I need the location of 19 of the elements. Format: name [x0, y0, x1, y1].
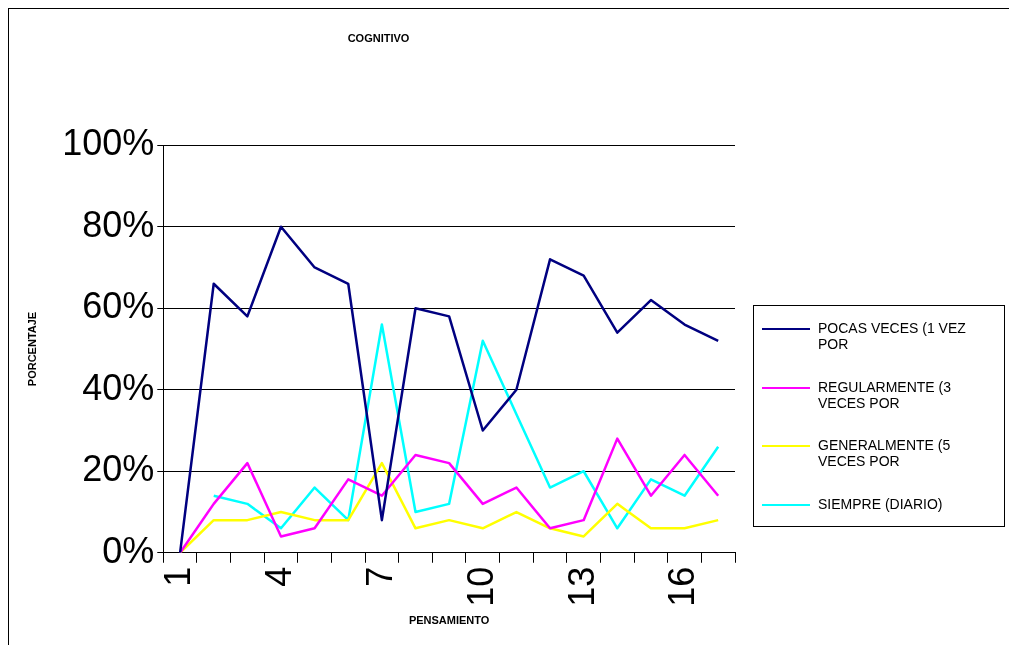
x-tick-label: 4: [257, 566, 299, 587]
x-tick-label: 7: [358, 566, 400, 587]
x-tick-label: 1: [157, 566, 199, 587]
y-axis-title: PORCENTAJE: [25, 311, 38, 387]
legend-label: SIEMPRE (DIARIO): [818, 495, 943, 512]
y-tick-label: 100%: [62, 122, 155, 164]
y-tick-label: 80%: [82, 203, 155, 245]
x-tick-label: 10: [459, 566, 501, 607]
x-tick-label: 13: [560, 566, 602, 607]
chart-title: COGNITIVO: [347, 31, 410, 44]
y-tick-label: 60%: [82, 285, 155, 327]
legend-label: POCAS VECES (1 VEZ POR: [818, 320, 967, 352]
y-tick-label: 40%: [82, 366, 155, 408]
x-axis-title: PENSAMIENTO: [408, 614, 490, 627]
y-tick-label: 20%: [82, 448, 155, 490]
legend-label: REGULARMENTE (3 VECES POR: [818, 378, 953, 411]
legend-label: GENERALMENTE (5 VECES POR: [818, 437, 952, 470]
y-tick-label: 0%: [102, 529, 155, 571]
x-tick-label: 16: [661, 566, 703, 607]
